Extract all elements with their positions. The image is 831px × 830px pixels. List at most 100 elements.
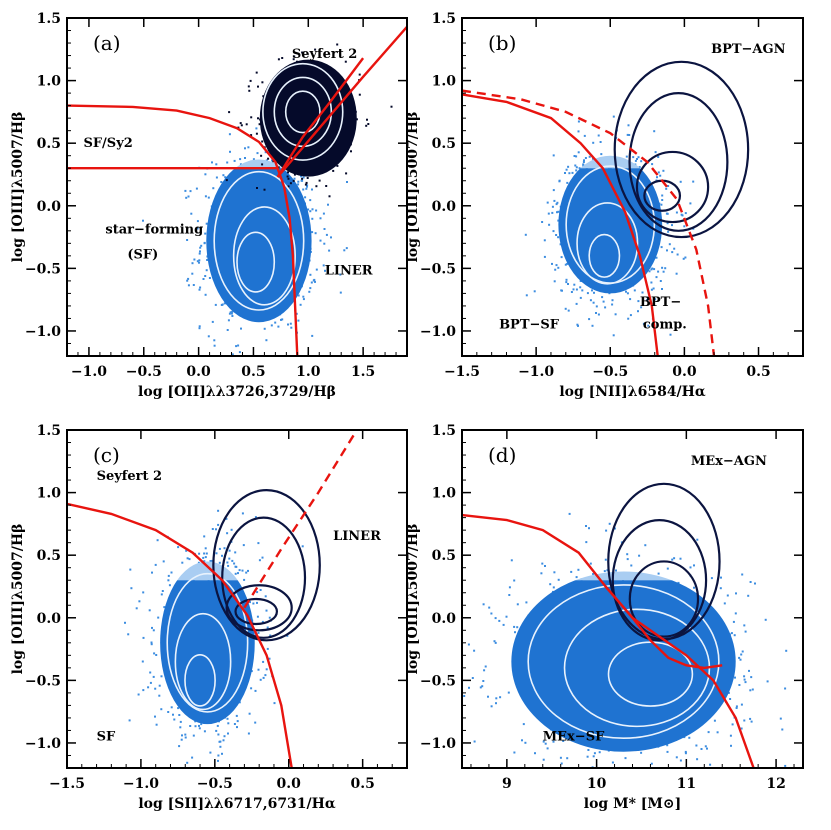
sf-point [587, 749, 590, 751]
sf-point [229, 150, 231, 153]
sf-point [611, 299, 614, 302]
sf-point [211, 161, 213, 164]
sf-point [557, 219, 560, 222]
sf-point [490, 612, 493, 615]
sf-point [191, 262, 194, 265]
sf-point [297, 319, 300, 322]
y-tick-label: −0.5 [25, 261, 61, 277]
agn-point [358, 93, 361, 96]
sf-point [235, 714, 238, 717]
sf-point [218, 740, 221, 743]
axes-frame [461, 17, 804, 357]
sf-point [215, 528, 217, 531]
sf-point [204, 173, 207, 176]
y-axis-label: log [OIII]λ5007/Hβ [405, 112, 421, 263]
sf-point [659, 174, 662, 177]
agn-point [350, 150, 352, 153]
sf-point [779, 717, 782, 720]
sf-point [189, 725, 192, 727]
sf-point [346, 181, 348, 183]
axes-frame [66, 429, 408, 769]
sf-point [751, 688, 754, 691]
sf-point [630, 564, 633, 567]
sf-point [551, 211, 554, 214]
sf-point [238, 569, 241, 572]
sf-point [198, 727, 201, 730]
annotation-label: Seyfert 2 [292, 47, 358, 62]
sf-point [534, 752, 536, 755]
panel-d: 9 10 11 12 −1.0 −0.5 0.0 0.5 1.0 1.5 log M* [M⊙] lo… [405, 423, 808, 812]
sf-point [310, 281, 313, 284]
sf-point [651, 163, 654, 166]
sf-point [732, 620, 735, 623]
sf-point [236, 726, 238, 729]
sf-point [150, 643, 153, 646]
sf-point [142, 689, 145, 692]
demarcation-line [276, 26, 407, 178]
x-axis-label: log [SII]λλ6717,6731/Hα [138, 796, 336, 812]
sf-point [168, 584, 171, 587]
sf-point [150, 641, 153, 644]
sf-point [505, 615, 508, 618]
sf-point [187, 284, 190, 287]
sf-point [641, 291, 644, 294]
sf-point [640, 160, 643, 163]
sf-point [592, 301, 595, 304]
sf-point [573, 283, 576, 286]
x-tick-label: 1.5 [351, 364, 375, 380]
agn-contour [628, 560, 700, 638]
sf-point [200, 244, 203, 247]
sf-point [575, 166, 578, 169]
sf-point [589, 299, 592, 302]
sf-point [307, 208, 310, 211]
sf-point [662, 270, 665, 273]
sf-point [513, 751, 516, 754]
sf-point [223, 547, 226, 550]
sf-point [586, 755, 589, 758]
sf-point [328, 249, 331, 252]
sf-point [211, 528, 214, 530]
sf-point [640, 306, 643, 309]
sf-point [546, 747, 549, 750]
sf-contour [576, 202, 639, 285]
y-tick-label: 0.0 [37, 611, 62, 627]
sf-point [324, 269, 326, 272]
sf-point [226, 161, 229, 164]
sf-point [192, 284, 195, 286]
sf-point [268, 616, 271, 619]
sf-point [158, 684, 161, 687]
sf-point [510, 559, 513, 562]
sf-point [130, 587, 133, 590]
sf-point [597, 134, 600, 137]
sf-point [806, 634, 808, 636]
sf-point [556, 211, 558, 214]
sf-point [221, 554, 223, 557]
sf-point [601, 296, 604, 299]
sf-point [574, 164, 577, 167]
sf-point [204, 275, 207, 277]
sf-point [214, 303, 217, 306]
sf-point [202, 556, 205, 559]
sf-point [584, 157, 587, 159]
sf-point [238, 701, 241, 704]
sf-point [744, 681, 747, 684]
sf-point [583, 159, 585, 162]
sf-point [585, 541, 588, 544]
panel-a: −1.0 −0.5 0.0 0.5 1.0 1.5 −1.0 −0.5 0.0 0.5 1.0 1.5… [10, 11, 408, 400]
sf-point [206, 259, 209, 261]
sf-point [195, 187, 198, 190]
sf-point [536, 799, 538, 801]
sf-point [227, 319, 230, 322]
sf-point [695, 744, 698, 747]
sf-point [261, 620, 264, 623]
agn-point [293, 55, 296, 58]
sf-point [675, 756, 678, 759]
sf-point [567, 772, 569, 774]
sf-point [259, 678, 262, 681]
sf-point [487, 695, 489, 698]
sf-point [202, 278, 205, 280]
agn-contour [611, 519, 708, 642]
agn-point [247, 85, 250, 88]
sf-point [179, 726, 182, 729]
sf-point [719, 587, 722, 590]
